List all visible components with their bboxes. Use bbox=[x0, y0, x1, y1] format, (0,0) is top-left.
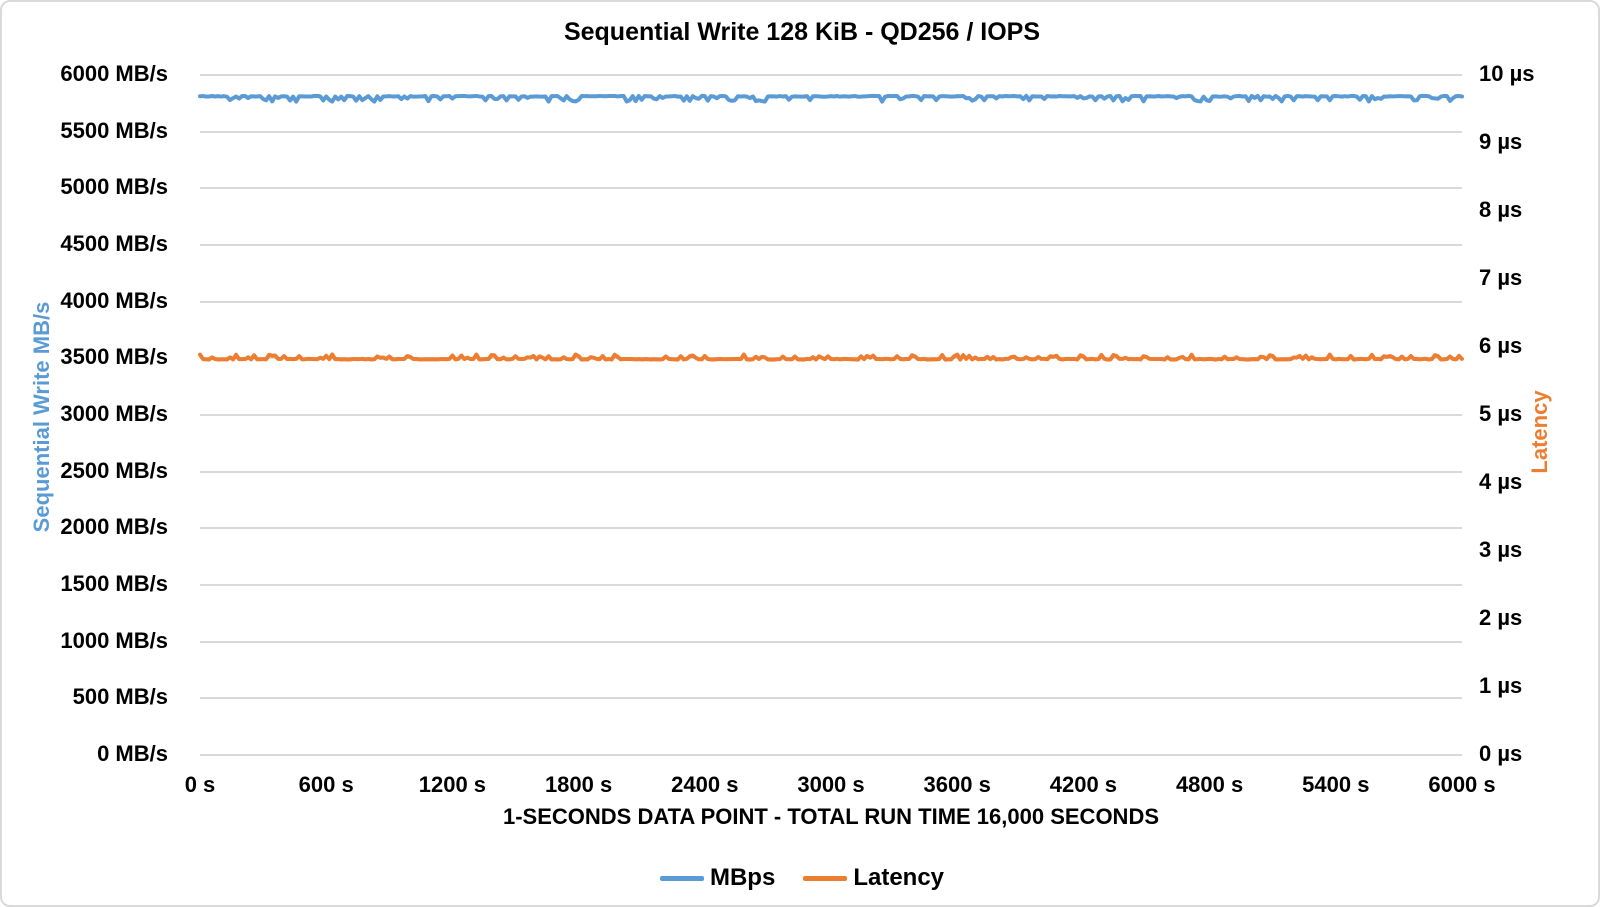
gridline bbox=[200, 470, 1462, 473]
right-tick-label: 0 µs bbox=[1479, 741, 1523, 766]
left-tick-label: 500 MB/s bbox=[72, 684, 168, 710]
left-tick-label: 3500 MB/s bbox=[60, 344, 168, 370]
left-axis-title: Sequential Write MB/s bbox=[29, 301, 54, 533]
x-tick-label: 3000 s bbox=[797, 772, 865, 797]
gridline bbox=[200, 130, 1462, 133]
mbps-line-series bbox=[198, 93, 1464, 104]
gridline bbox=[200, 74, 1462, 76]
x-tick-label: 4800 s bbox=[1175, 772, 1244, 797]
x-tick-label: 1800 s bbox=[544, 772, 613, 797]
legend: MBps Latency bbox=[2, 864, 1598, 892]
right-tick-label: 7 µs bbox=[1479, 265, 1523, 290]
x-tick-label: 2400 s bbox=[671, 772, 739, 797]
left-tick-label: 5000 MB/s bbox=[60, 174, 168, 200]
left-tick-label: 4500 MB/s bbox=[60, 231, 168, 256]
plot-area bbox=[198, 74, 1464, 756]
left-tick-label: 1000 MB/s bbox=[60, 627, 168, 653]
right-axis-title: Latency bbox=[1527, 390, 1552, 474]
left-tick-label: 6000 MB/s bbox=[60, 61, 168, 86]
left-tick-label: 0 MB/s bbox=[97, 741, 168, 766]
series-plot bbox=[198, 93, 1464, 362]
x-tick-label: 5400 s bbox=[1302, 772, 1370, 797]
legend-label-latency: Latency bbox=[853, 864, 945, 891]
gridline bbox=[200, 584, 1462, 586]
x-tick-label: 600 s bbox=[298, 772, 354, 797]
right-tick-label: 3 µs bbox=[1479, 537, 1523, 562]
legend-item-latency: Latency bbox=[803, 864, 944, 892]
gridline bbox=[200, 697, 1462, 700]
left-tick-label: 2000 MB/s bbox=[60, 514, 168, 540]
right-tick-label: 6 µs bbox=[1479, 333, 1523, 358]
gridline bbox=[200, 244, 1462, 246]
gridline bbox=[200, 300, 1462, 303]
left-tick-label: 3000 MB/s bbox=[60, 401, 168, 426]
left-tick-label: 5500 MB/s bbox=[60, 117, 168, 143]
right-tick-label: 1 µs bbox=[1479, 673, 1523, 698]
x-tick-label: 6000 s bbox=[1428, 772, 1496, 797]
x-tick-label: 1200 s bbox=[418, 772, 487, 797]
gridline bbox=[200, 754, 1462, 756]
right-tick-label: 9 µs bbox=[1479, 129, 1523, 154]
right-tick-label: 10 µs bbox=[1479, 61, 1535, 86]
left-tick-label: 4000 MB/s bbox=[60, 287, 168, 313]
left-tick-label: 2500 MB/s bbox=[60, 457, 168, 483]
right-tick-label: 8 µs bbox=[1479, 197, 1523, 222]
gridline bbox=[200, 640, 1462, 643]
mbps-line-swatch-icon bbox=[659, 875, 704, 881]
x-tick-label: 4200 s bbox=[1049, 772, 1118, 797]
gridline bbox=[200, 414, 1462, 416]
x-tick-label: 0 s bbox=[184, 772, 216, 797]
gridline bbox=[200, 187, 1462, 190]
x-axis-title: 1-SECONDS DATA POINT - TOTAL RUN TIME 16… bbox=[502, 804, 1159, 829]
legend-label-mbps: MBps bbox=[709, 864, 776, 891]
right-tick-label: 5 µs bbox=[1479, 401, 1523, 426]
left-tick-label: 1500 MB/s bbox=[60, 571, 168, 596]
latency-line-series bbox=[198, 352, 1464, 362]
gridline bbox=[200, 527, 1462, 530]
right-tick-label: 4 µs bbox=[1479, 469, 1523, 494]
legend-item-mbps: MBps bbox=[659, 864, 776, 892]
latency-line-swatch-icon bbox=[803, 875, 848, 881]
right-tick-label: 2 µs bbox=[1479, 605, 1523, 630]
chart-title: Sequential Write 128 KiB - QD256 / IOPS bbox=[563, 18, 1041, 46]
x-tick-label: 3600 s bbox=[923, 772, 991, 797]
